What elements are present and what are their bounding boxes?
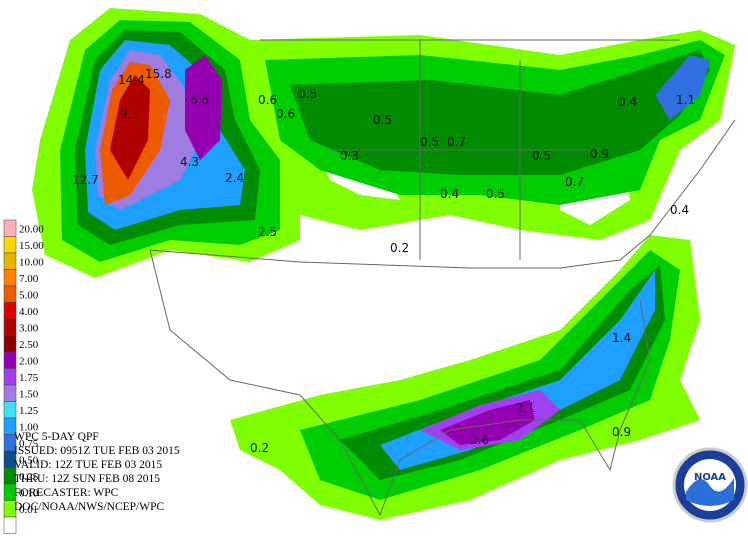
legend-swatch: [3, 252, 17, 270]
legend-label: 10.00: [19, 256, 44, 268]
legend-swatch: [3, 368, 17, 386]
point-label: 0.5: [486, 187, 505, 201]
header-line: FORECASTER: WPC: [14, 487, 119, 499]
point-label: 6.6: [190, 93, 209, 107]
legend-label: 20.00: [19, 223, 44, 235]
point-label: 0.4: [670, 203, 689, 217]
borders: [149, 39, 736, 517]
legend-label: 0.50: [19, 454, 39, 466]
legend-label: 1.00: [19, 421, 39, 433]
header: WPC 5-DAY QPF ISSUED: 0951Z TUE FEB 03 2…: [14, 431, 180, 513]
point-label: 2.1: [516, 401, 535, 415]
legend-swatch: [3, 318, 17, 336]
legend-swatch: [3, 236, 17, 254]
legend-label: 2.50: [19, 339, 39, 351]
point-label: 0.5: [373, 113, 392, 127]
point-label: 0.5: [420, 135, 439, 149]
legend-label: 1.50: [19, 388, 39, 400]
point-label: 0.5: [298, 87, 317, 101]
legend-swatch: [3, 285, 17, 303]
legend-label: 2.00: [19, 355, 39, 367]
point-label: 1.1: [676, 93, 695, 107]
point-label: 0.2: [390, 241, 409, 255]
legend-label: 1.25: [19, 405, 39, 417]
legend-label: 0.10: [19, 487, 39, 499]
legend-label: 5.00: [19, 289, 39, 301]
point-label: 0.7: [447, 135, 466, 149]
noaa-logo: NOAA: [672, 447, 748, 523]
legend-swatch: [3, 351, 17, 369]
legend-label: 1.75: [19, 372, 39, 384]
header-line: THRU: 12Z SUN FEB 08 2015: [14, 473, 160, 485]
legend-swatch: [3, 516, 17, 534]
legend-label: 15.00: [19, 240, 44, 252]
header-line: VALID: 12Z TUE FEB 03 2015: [14, 459, 162, 471]
point-label: 2.5: [258, 225, 277, 239]
header-line: WPC 5-DAY QPF: [14, 431, 99, 443]
legend-label: 0.75: [19, 438, 39, 450]
logo-wave: [686, 478, 734, 506]
point-label: 0.2: [250, 441, 269, 455]
point-label: 0.9: [590, 147, 609, 161]
point-label: 0.5: [532, 149, 551, 163]
legend-label: 0.01: [19, 504, 38, 516]
point-label: 2.4: [225, 171, 244, 185]
legend-label: 0.25: [19, 471, 39, 483]
precip-areas: [32, 8, 735, 520]
legend-swatch: [3, 269, 17, 287]
point-label: 0.6: [276, 107, 295, 121]
legend-swatch: [3, 302, 17, 320]
point-label: 0.4: [618, 95, 637, 109]
point-label: 1.4: [612, 331, 631, 345]
legend-swatch: [3, 401, 17, 419]
point-label: 12.7: [72, 173, 99, 187]
logo-text: NOAA: [694, 472, 726, 483]
point-label: 15.8: [145, 67, 172, 81]
point-label: 2.6: [470, 433, 489, 447]
header-line: DOC/NOAA/NWS/NCEP/WPC: [14, 501, 164, 513]
legend-swatch: [3, 335, 17, 353]
point-label: 9.1: [120, 107, 139, 121]
point-label: 0.6: [258, 93, 277, 107]
legend-label: 7.00: [19, 273, 39, 285]
legend-label: 3.00: [19, 322, 39, 334]
header-line: ISSUED: 0951Z TUE FEB 03 2015: [14, 445, 180, 457]
point-label: 0.3: [340, 149, 359, 163]
point-labels: 14.4 15.8 9.1 6.6 4.3 12.7 2.4 2.5 0.6 0…: [72, 67, 695, 455]
point-label: 14.4: [118, 73, 145, 87]
legend-swatch: [3, 219, 17, 237]
legend: 20.00 15.00 10.00 7.00 5.00 4.00 3.00 2.50 2.00 1…: [3, 219, 44, 534]
point-label: 4.3: [180, 155, 199, 169]
point-label: 0.4: [440, 187, 459, 201]
point-label: 0.7: [565, 175, 584, 189]
point-label: 0.9: [612, 425, 631, 439]
legend-label: 4.00: [19, 306, 39, 318]
legend-swatch: [3, 384, 17, 402]
